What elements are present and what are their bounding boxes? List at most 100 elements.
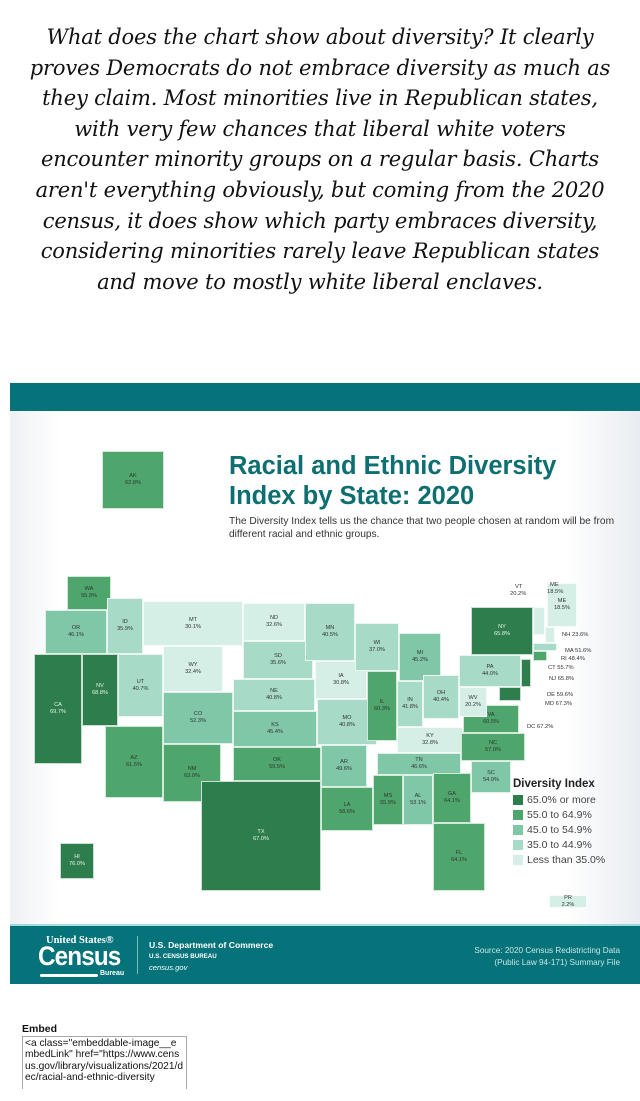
state-ne: NE 40.8%	[233, 679, 315, 711]
state-value: 45.4%	[267, 729, 283, 735]
legend-label: Less than 35.0%	[527, 853, 606, 866]
logo-underline	[40, 974, 98, 977]
state-nm: NM 63.0%	[163, 744, 221, 802]
state-callout-label: NJ 65.8%	[549, 676, 575, 682]
department-name: U.S. Department of Commerce	[149, 940, 274, 950]
state-pa: PA 44.0%	[459, 655, 521, 687]
state-abbr: CO	[193, 711, 203, 718]
state-nd: ND 32.6%	[243, 603, 305, 641]
state-abbr: SD	[274, 653, 282, 660]
state-callout-label: DC 67.2%	[527, 724, 554, 730]
state-value: 45.2%	[412, 657, 428, 663]
legend-label: 65.0% or more	[527, 793, 596, 806]
infographic-subtitle: The Diversity Index tells us the chance …	[229, 516, 615, 540]
state-ar: AR 49.6%	[321, 745, 367, 787]
state-value: 60.3%	[374, 706, 390, 712]
state-value: 61.5%	[126, 762, 142, 768]
state-sc: SC 54.9%	[471, 761, 511, 793]
state-callout-label: 20.2%	[510, 591, 527, 597]
state-oh: OH 40.4%	[423, 675, 459, 719]
state-abbr: IL	[379, 699, 385, 706]
state-abbr: NC	[488, 740, 498, 747]
legend-title: Diversity Index	[513, 778, 595, 790]
state-value: 57.0%	[485, 747, 501, 753]
state-abbr: SC	[487, 770, 495, 777]
state-value: 40.7%	[132, 685, 149, 692]
state-abbr: GA	[447, 791, 457, 798]
post-caption: What does the chart show about diversity…	[29, 25, 611, 294]
state-value: 55.9%	[380, 800, 396, 806]
state-abbr: AL	[414, 793, 422, 800]
state-value: 30.1%	[185, 623, 201, 630]
state-abbr: ID	[122, 619, 128, 626]
bureau-name: U.S. CENSUS BUREAU	[149, 953, 217, 960]
state-abbr: VA	[487, 712, 495, 719]
legend-swatch	[513, 839, 523, 850]
state-fl: FL 64.1%	[433, 823, 485, 891]
legend-label: 35.0 to 44.9%	[527, 838, 592, 851]
state-abbr: MS	[383, 793, 393, 800]
state-value: 18.5%	[554, 605, 570, 611]
state-value: 54.9%	[483, 777, 499, 783]
legend-swatch	[513, 824, 523, 835]
state-abbr: AK	[129, 473, 137, 480]
legend-swatch	[513, 809, 523, 820]
state-abbr: LA	[343, 802, 351, 809]
state-hi: HI 76.0%	[60, 843, 94, 879]
state-abbr: TX	[257, 829, 265, 836]
state-md	[499, 687, 521, 701]
state-abbr: IA	[338, 673, 344, 680]
state-ny: NY 65.8%	[471, 607, 533, 655]
legend-label: 55.0 to 64.9%	[527, 808, 592, 821]
state-co: CO 52.3%	[163, 692, 233, 744]
state-wa: WA 55.9%	[67, 576, 111, 610]
legend-item: Less than 35.0%	[513, 852, 633, 867]
state-abbr: ME	[557, 598, 567, 605]
state-abbr: ND	[269, 615, 279, 622]
state-abbr: PR	[564, 894, 572, 901]
state-mt: MT 30.1%	[143, 601, 243, 646]
state-value: 41.8%	[402, 704, 418, 710]
legend-item: 45.0 to 54.9%	[513, 822, 633, 837]
state-abbr: KY	[426, 733, 434, 740]
header-bar	[10, 383, 640, 411]
diversity-legend: Diversity Index 65.0% or more 55.0 to 64…	[513, 778, 633, 867]
infographic-title: Racial and Ethnic Diversity Index by Sta…	[229, 452, 557, 510]
state-abbr: WY	[188, 662, 198, 669]
state-abbr: NY	[498, 624, 506, 631]
state-ky: KY 32.8%	[397, 727, 463, 753]
state-abbr: NM	[187, 766, 197, 773]
source-line-1: Source: 2020 Census Redistricting Data	[474, 946, 620, 955]
state-nh	[545, 627, 555, 643]
state-ks: KS 45.4%	[233, 711, 317, 747]
state-id: ID 35.9%	[107, 598, 143, 654]
state-callout-label: MA 51.6%	[565, 648, 592, 654]
state-ma	[533, 643, 557, 651]
state-callout-label: VT	[515, 584, 523, 590]
state-value: 2.2%	[561, 901, 575, 908]
state-callout-label: RI 48.4%	[561, 656, 585, 662]
state-value: 44.0%	[482, 671, 498, 677]
source-line-2: (Public Law 94-171) Summary File	[494, 958, 620, 967]
legend-label: 45.0 to 54.9%	[527, 823, 592, 836]
legend-swatch	[513, 794, 523, 805]
state-callout-label: DE 59.6%	[547, 692, 574, 698]
embed-code-textarea[interactable]: <a class="embeddable-image__embedLink" h…	[22, 1036, 187, 1089]
state-value: 37.0%	[369, 647, 385, 653]
legend-item: 65.0% or more	[513, 792, 633, 807]
state-la: LA 58.6%	[321, 787, 373, 831]
state-callout-label: ME	[550, 582, 559, 588]
state-wv: WV 20.2%	[459, 687, 487, 717]
state-abbr: UT	[136, 678, 145, 685]
state-me: ME 18.5%	[547, 583, 577, 627]
state-abbr: OH	[436, 690, 446, 697]
state-il: IL 60.3%	[367, 671, 397, 741]
state-abbr: AZ	[130, 755, 138, 762]
state-value: 52.3%	[190, 718, 206, 724]
state-value: 65.8%	[494, 631, 510, 637]
state-ga: GA 64.1%	[433, 773, 471, 823]
state-value: 64.1%	[444, 798, 460, 804]
state-callout-label: CT 55.7%	[548, 665, 574, 671]
state-tn: TN 46.6%	[377, 753, 461, 775]
state-value: 40.8%	[266, 695, 282, 701]
